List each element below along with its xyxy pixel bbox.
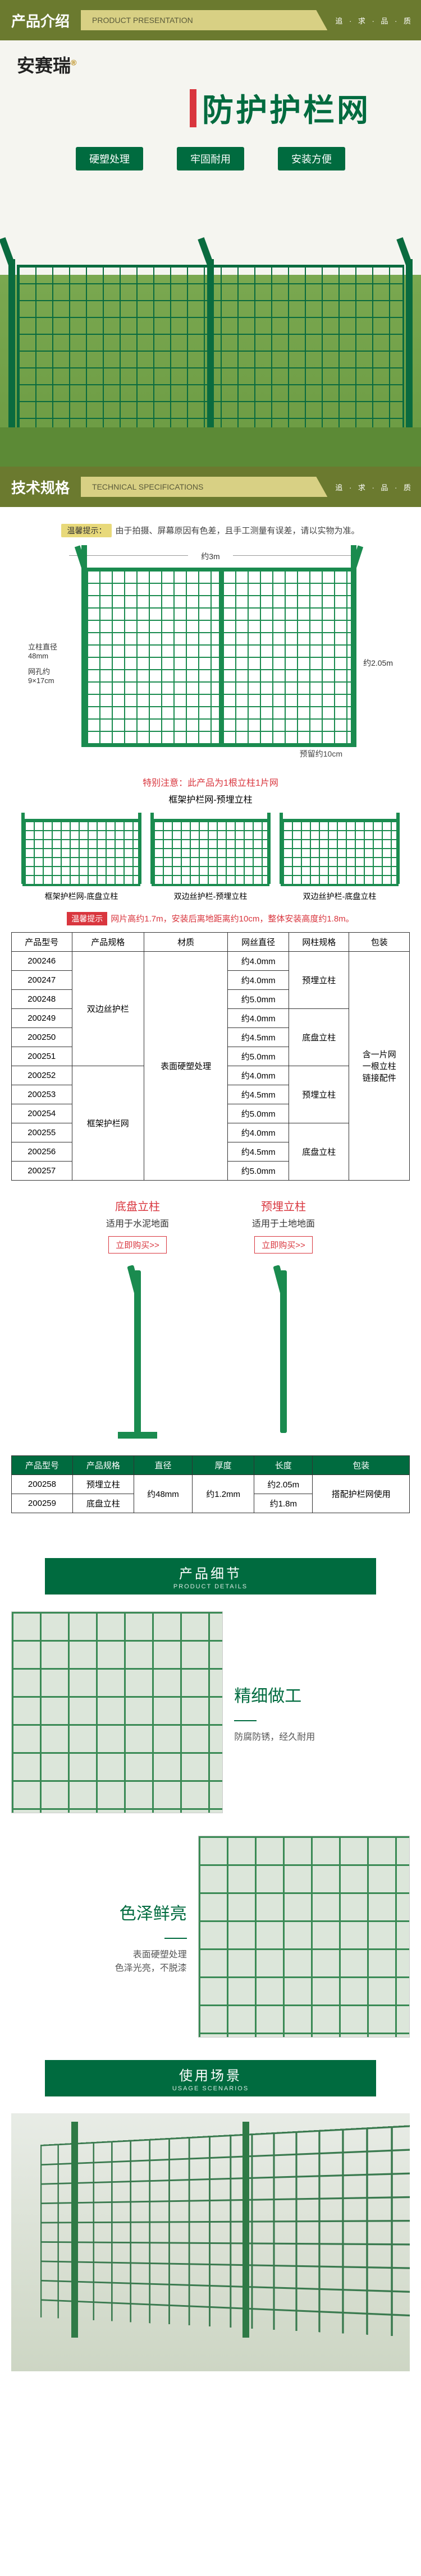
th: 包装 (349, 933, 410, 952)
tagline: 追 · 求 · 品 · 质 (327, 15, 421, 26)
detail-heading: 色泽鲜亮 (11, 1900, 187, 1924)
section-header-intro: 产品介绍 PRODUCT PRESENTATION 追 · 求 · 品 · 质 (0, 0, 421, 40)
mini-fence-icon (22, 819, 140, 886)
diagram-post-left (81, 545, 87, 747)
spec-cell: 双边丝护栏 (72, 952, 144, 1066)
grass (0, 427, 421, 467)
variant-label: 双边丝护栏-底盘立柱 (281, 891, 399, 902)
variant-thumb: 双边丝护栏-底盘立柱 (281, 819, 399, 902)
hero-section: 安赛瑞® 防护护栏网 硬塑处理 牢固耐用 安装方便 (0, 40, 421, 467)
feature-pill: 安装方便 (278, 147, 345, 170)
section-header-en: TECHNICAL SPECIFICATIONS (81, 477, 327, 497)
detail-panel-1: 精细做工 防腐防锈，经久耐用 (11, 1611, 410, 1813)
embed-post-graphic (233, 1259, 334, 1439)
hero-features: 硬塑处理 牢固耐用 安装方便 (0, 147, 421, 170)
detail-image (198, 1836, 410, 2038)
section-title-cn: 使用场景 (179, 2068, 242, 2084)
note-text: 由于拍摄、屏幕原因有色差，且手工测量有误差，请以实物为准。 (115, 526, 359, 536)
post-subtitle: 适用于土地地面 (233, 1216, 334, 1229)
section-header-en: PRODUCT PRESENTATION (81, 10, 327, 30)
detail-text: 精细做工 防腐防锈，经久耐用 (234, 1611, 410, 1813)
mesh-icon (199, 1836, 409, 2037)
buy-button[interactable]: 立即购买>> (254, 1236, 313, 1254)
table-row: 200246 双边丝护栏 表面硬塑处理 约4.0mm 预埋立柱 含一片网 一根立… (12, 952, 410, 971)
diagram-post-right (351, 545, 356, 747)
tagline: 追 · 求 · 品 · 质 (327, 482, 421, 492)
mesh-icon (12, 1612, 222, 1813)
post-title: 底盘立柱 (87, 1197, 188, 1214)
post-option-base: 底盘立柱 适用于水泥地面 立即购买>> (87, 1197, 188, 1439)
mini-fence-icon (281, 819, 399, 886)
usage-scene-image (11, 2113, 410, 2371)
section-title-en: PRODUCT DETAILS (45, 1583, 376, 1590)
table-header-row: 产品型号 产品规格 直径 厚度 长度 包装 (12, 1456, 410, 1475)
divider (234, 1720, 257, 1721)
warm-tip-text: 网片高约1.7m，安装后离地距离约10cm，整体安装高度约1.8m。 (111, 914, 354, 924)
diagram-post-mid (219, 568, 223, 747)
detail-image (11, 1611, 223, 1813)
th: 材质 (144, 933, 227, 952)
post-option-embed: 预埋立柱 适用于土地地面 立即购买>> (233, 1197, 334, 1439)
detail-panel-2: 色泽鲜亮 表面硬塑处理 色泽光亮，不脱漆 (11, 1836, 410, 2038)
th: 网柱规格 (289, 933, 349, 952)
th: 产品规格 (72, 933, 144, 952)
detail-text: 色泽鲜亮 表面硬塑处理 色泽光亮，不脱漆 (11, 1836, 187, 2038)
detail-desc: 防腐防锈，经久耐用 (234, 1729, 410, 1743)
variant-thumb: 双边丝护栏-预埋立柱 (152, 819, 269, 902)
feature-pill: 牢固耐用 (177, 147, 244, 170)
warm-tip-badge: 温馨提示 (67, 912, 107, 925)
brand-name: 安赛瑞 (17, 56, 71, 76)
post-spec-label: 立柱直径 48mm 网孔约 9×17cm (28, 573, 73, 753)
section-header-tech: 技术规格 TECHNICAL SPECIFICATIONS 追 · 求 · 品 … (0, 467, 421, 507)
dimension-diagram: 约3m 立柱直径 48mm 网孔约 9×17cm 约2.05m 预留约10cm (34, 551, 387, 764)
detail-desc: 表面硬塑处理 色泽光亮，不脱漆 (11, 1947, 187, 1974)
post-spec-table: 产品型号 产品规格 直径 厚度 长度 包装 200258 预埋立柱 约48mm … (11, 1455, 410, 1513)
material-cell: 表面硬塑处理 (144, 952, 227, 1181)
diagram-caption: 框架护栏网-预埋立柱 (11, 792, 410, 805)
variant-label: 双边丝护栏-预埋立柱 (152, 891, 269, 902)
base-post-graphic (87, 1259, 188, 1439)
table-row: 200258 预埋立柱 约48mm 约1.2mm 约2.05m 搭配护栏网使用 (12, 1475, 410, 1494)
post-title: 预埋立柱 (233, 1197, 334, 1214)
section-title-cn: 产品细节 (179, 1566, 242, 1582)
section-header-cn: 技术规格 (0, 477, 81, 497)
post-compare-row: 底盘立柱 适用于水泥地面 立即购买>> 预埋立柱 适用于土地地面 立即购买>> (22, 1197, 399, 1439)
width-dimension: 约3m (69, 551, 352, 562)
fence-diagram-box (84, 568, 354, 747)
th: 产品型号 (12, 933, 72, 952)
color-disclaimer: 温馨提示：由于拍摄、屏幕原因有色差，且手工测量有误差，请以实物为准。 (11, 524, 410, 537)
hero-title: 防护护栏网 (202, 85, 370, 131)
hero-title-badge: 防护护栏网 (190, 85, 370, 131)
scene-post (242, 2122, 249, 2338)
brand-logo: 安赛瑞® (17, 52, 76, 77)
section-header-cn: 产品介绍 (0, 10, 81, 31)
variant-thumb: 框架护栏网-底盘立柱 (22, 819, 140, 902)
buy-button[interactable]: 立即购买>> (108, 1236, 167, 1254)
scene-mesh (40, 2125, 410, 2338)
diagram-section: 温馨提示：由于拍摄、屏幕原因有色差，且手工测量有误差，请以实物为准。 约3m 立… (0, 507, 421, 1541)
mini-fence-icon (152, 819, 269, 886)
spec-cell: 框架护栏网 (72, 1066, 144, 1181)
variant-label: 框架护栏网-底盘立柱 (22, 891, 140, 902)
note-badge: 温馨提示： (61, 524, 112, 537)
warm-tip-line: 温馨提示网片高约1.7m，安装后离地距离约10cm，整体安装高度约1.8m。 (11, 912, 410, 925)
gap-label: 预留约10cm (300, 748, 342, 759)
th: 网丝直径 (228, 933, 289, 952)
divider (164, 1938, 187, 1939)
table-header-row: 产品型号 产品规格 材质 网丝直径 网柱规格 包装 (12, 933, 410, 952)
post-subtitle: 适用于水泥地面 (87, 1216, 188, 1229)
height-dimension: 约2.05m (363, 573, 393, 753)
detail-heading: 精细做工 (234, 1682, 410, 1707)
section-title-details: 产品细节 PRODUCT DETAILS (45, 1558, 376, 1595)
section-title-en: USAGE SCENARIOS (45, 2085, 376, 2092)
registered-mark: ® (71, 58, 76, 67)
scene-post (71, 2122, 78, 2338)
special-note: 特别注意：此产品为1根立柱1片网 (11, 775, 410, 789)
feature-pill: 硬塑处理 (76, 147, 143, 170)
title-accent-bar (190, 89, 196, 127)
variant-thumbnails: 框架护栏网-底盘立柱 双边丝护栏-预埋立柱 双边丝护栏-底盘立柱 (22, 819, 399, 902)
section-title-usage: 使用场景 USAGE SCENARIOS (45, 2060, 376, 2096)
package-cell: 含一片网 一根立柱 链接配件 (349, 952, 410, 1181)
spec-table: 产品型号 产品规格 材质 网丝直径 网柱规格 包装 200246 双边丝护栏 表… (11, 932, 410, 1181)
